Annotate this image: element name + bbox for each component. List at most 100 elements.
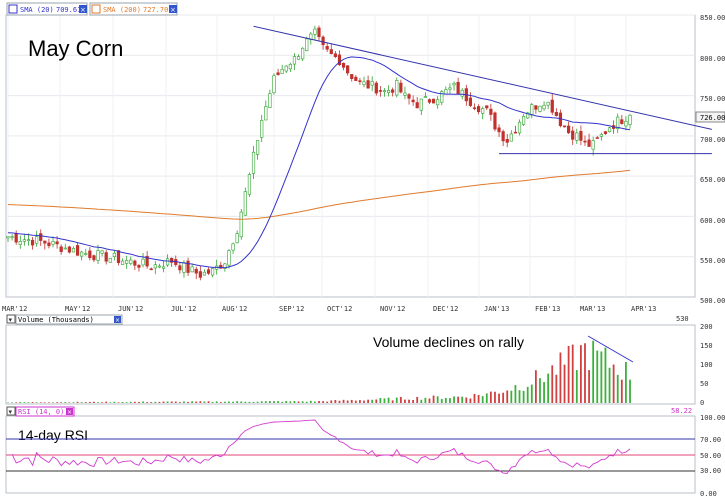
candle (497, 127, 501, 133)
candle (276, 72, 280, 75)
volume-bar (64, 402, 67, 403)
candle (624, 121, 628, 127)
volume-bar (514, 385, 517, 403)
candle (534, 105, 538, 110)
candle (268, 93, 272, 108)
sma20-close-button[interactable] (79, 5, 87, 13)
close-x-icon: × (80, 6, 86, 14)
candle (100, 250, 104, 254)
sma200-close-button[interactable] (169, 5, 177, 13)
month-label: DEC'12 (433, 305, 458, 313)
volume-close-button[interactable] (114, 316, 121, 323)
volume-bar (588, 370, 590, 403)
candle (165, 258, 170, 266)
volume-bar (52, 402, 54, 403)
volume-bar (264, 401, 267, 403)
candle (538, 105, 542, 112)
volume-bar (97, 402, 99, 403)
volume-bar (138, 401, 140, 403)
rsi-axis: 100.00 70.00 50.00 30.00 0.00 (700, 414, 725, 498)
candle (452, 83, 456, 86)
month-label: JUN'12 (118, 305, 143, 313)
volume-bar (105, 401, 108, 403)
candle (223, 263, 227, 269)
volume-bar (367, 399, 370, 403)
month-label: JUL'12 (171, 305, 196, 313)
volume-collapse-toggle[interactable] (6, 314, 16, 324)
candle (194, 268, 198, 274)
candle (120, 260, 125, 265)
candle (18, 241, 22, 245)
volume-bar (404, 399, 406, 403)
volume-bar (11, 402, 13, 403)
candle (206, 269, 211, 274)
volume-bar (477, 395, 480, 403)
volume-bar (526, 386, 529, 403)
candle (501, 131, 505, 142)
candle (75, 245, 80, 256)
candle (370, 81, 374, 86)
volume-panel (5, 324, 696, 405)
volume-bar (273, 401, 275, 403)
volume-bar (555, 374, 558, 403)
rsi-tick-label: 100.00 (700, 414, 725, 422)
volume-bar (93, 401, 95, 403)
volume-bar (101, 402, 104, 403)
volume-bar (244, 401, 247, 403)
volume-bar (567, 345, 570, 403)
month-label: MAR'13 (580, 305, 605, 313)
candle (362, 81, 366, 85)
month-label: OCT'12 (327, 305, 352, 313)
candle (71, 248, 76, 253)
candle (522, 116, 526, 125)
candle (607, 127, 612, 133)
candle (411, 99, 415, 103)
candle (190, 266, 194, 273)
volume-bar (620, 379, 623, 403)
rsi-collapse-toggle[interactable] (6, 406, 16, 416)
volume-bar (338, 400, 341, 403)
volume-bar (285, 400, 288, 403)
candle (526, 112, 530, 119)
candle (264, 106, 268, 121)
volume-bar (612, 364, 615, 403)
candle (350, 74, 354, 79)
rsi-close-button[interactable] (66, 408, 73, 415)
volume-bar (68, 402, 71, 403)
volume-bar (248, 401, 251, 403)
volume-bar (129, 401, 132, 403)
volume-bar (506, 390, 509, 403)
candle (517, 121, 522, 134)
close-x-icon: × (67, 409, 72, 416)
trend-lines (253, 25, 712, 155)
price-tick-label: 650.00 (700, 176, 725, 184)
candle (272, 75, 276, 94)
volume-bar (375, 399, 378, 403)
volume-bars (7, 340, 631, 403)
volume-tick-label: 150 (700, 342, 713, 350)
candle (301, 47, 305, 60)
candle (84, 253, 88, 255)
candle (374, 82, 378, 94)
volume-bar (293, 400, 296, 403)
volume-bar (502, 392, 505, 403)
candle (104, 252, 108, 262)
volume-label: Volume (Thousands) (18, 316, 94, 324)
volume-bar (416, 396, 419, 403)
price-panel (5, 14, 696, 298)
candle (562, 125, 567, 128)
candle (145, 255, 149, 267)
volume-bar (146, 402, 149, 403)
volume-axis: 200 150 100 50 0 (700, 323, 713, 407)
volume-bar (48, 402, 50, 403)
price-tick-label: 500.00 (700, 297, 725, 305)
candle (509, 133, 513, 142)
price-tick-label: 600.00 (700, 217, 725, 225)
month-label: MAY'12 (65, 305, 90, 313)
volume-bar (113, 401, 116, 403)
volume-bar (88, 401, 91, 403)
candle (476, 106, 481, 113)
candle (567, 125, 571, 134)
volume-bar (256, 401, 259, 403)
